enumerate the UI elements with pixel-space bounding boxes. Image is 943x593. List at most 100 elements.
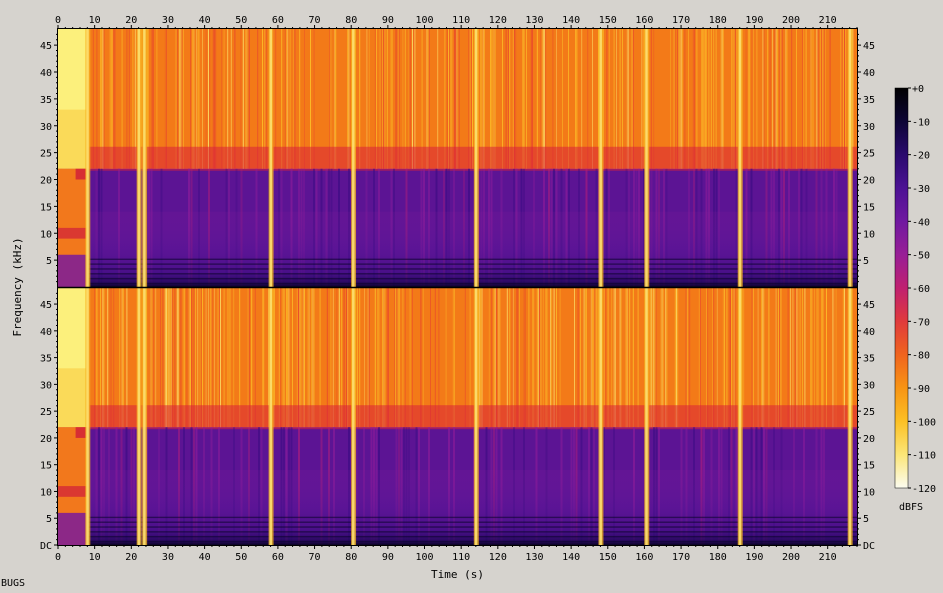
- upper-streak: [523, 29, 525, 169]
- cutoff-band: [58, 146, 857, 171]
- upper-streak: [247, 288, 249, 428]
- low-band-line: [58, 535, 857, 538]
- upper-streak: [532, 288, 533, 428]
- colorbar-tick-label: -120: [912, 484, 936, 495]
- upper-streak: [632, 288, 634, 428]
- upper-streak: [384, 288, 386, 428]
- upper-streak: [530, 29, 532, 169]
- upper-streak: [458, 29, 460, 169]
- y-tick-label-left: 40: [40, 327, 52, 338]
- upper-streak: [778, 288, 779, 428]
- upper-streak: [538, 288, 539, 428]
- upper-streak: [166, 288, 167, 428]
- y-tick-label-left: 35: [40, 354, 52, 365]
- upper-streak: [594, 288, 596, 428]
- upper-streak: [650, 29, 652, 169]
- upper-streak: [704, 29, 706, 169]
- upper-streak: [151, 288, 153, 428]
- x-tick-label-top: 160: [635, 15, 653, 26]
- x-tick-label-bottom: 80: [345, 552, 357, 563]
- upper-streak: [248, 288, 250, 428]
- y-tick-label-left: 35: [40, 95, 52, 106]
- upper-streak: [191, 288, 193, 428]
- upper-streak: [179, 29, 181, 169]
- y-tick-label-right: 35: [863, 95, 875, 106]
- upper-streak: [542, 288, 544, 428]
- gap-line: [86, 29, 89, 287]
- upper-streak: [278, 288, 280, 428]
- colorbar-tick-label: -80: [912, 351, 930, 362]
- upper-streak: [330, 288, 332, 428]
- upper-streak: [390, 29, 392, 169]
- x-tick-label-top: 150: [599, 15, 617, 26]
- low-band-line: [58, 531, 857, 533]
- upper-streak: [208, 288, 209, 428]
- upper-streak: [452, 288, 454, 428]
- upper-streak: [821, 29, 823, 169]
- colorbar-tick-label: -60: [912, 284, 930, 295]
- intro-bottom: [58, 512, 88, 545]
- upper-streak: [113, 29, 115, 169]
- upper-streak: [551, 288, 553, 428]
- upper-streak: [299, 29, 301, 169]
- upper-streak: [577, 288, 579, 428]
- upper-streak: [814, 288, 815, 428]
- upper-streak: [653, 29, 655, 169]
- upper-streak: [706, 29, 707, 169]
- upper-streak: [214, 29, 215, 169]
- upper-streak: [811, 288, 813, 428]
- x-tick-label-bottom: 20: [125, 552, 137, 563]
- upper-streak: [613, 29, 615, 169]
- y-tick-label-right: 5: [863, 514, 869, 525]
- upper-streak: [146, 29, 148, 169]
- upper-streak: [509, 29, 511, 169]
- upper-streak: [413, 29, 415, 169]
- upper-streak: [192, 29, 194, 169]
- upper-band: [58, 29, 857, 169]
- upper-streak: [688, 29, 689, 169]
- upper-streak: [775, 29, 777, 169]
- upper-streak: [377, 288, 379, 428]
- x-tick-label-bottom: 140: [562, 552, 580, 563]
- upper-streak: [716, 288, 718, 428]
- upper-streak: [445, 288, 447, 428]
- upper-streak: [512, 288, 514, 428]
- upper-streak: [164, 288, 166, 428]
- upper-streak: [498, 288, 500, 428]
- upper-streak: [772, 29, 773, 169]
- upper-streak: [202, 29, 203, 169]
- upper-streak: [287, 288, 289, 428]
- upper-streak: [395, 29, 397, 169]
- upper-streak: [160, 288, 161, 428]
- upper-streak: [464, 288, 466, 428]
- upper-streak: [304, 29, 305, 169]
- upper-streak: [391, 29, 393, 169]
- upper-streak: [347, 288, 349, 428]
- upper-streak: [209, 29, 211, 169]
- plot-frame: [57, 28, 858, 546]
- upper-streak: [743, 288, 745, 428]
- x-tick-label-top: 210: [819, 15, 837, 26]
- upper-streak: [666, 288, 668, 428]
- upper-streak: [386, 29, 388, 169]
- upper-streak: [545, 29, 547, 169]
- upper-streak: [780, 288, 782, 428]
- upper-streak: [583, 288, 585, 428]
- upper-streak: [234, 29, 236, 169]
- y-tick-label-right: 15: [863, 202, 875, 213]
- upper-streak: [797, 288, 799, 428]
- y-tick-label-right: 25: [863, 407, 875, 418]
- y-tick-label-right: 30: [863, 380, 875, 391]
- intro-line: [75, 168, 88, 180]
- x-tick-label-top: 10: [89, 15, 101, 26]
- upper-streak: [774, 29, 776, 169]
- upper-streak: [102, 288, 104, 428]
- upper-streak: [359, 288, 361, 428]
- upper-streak: [631, 29, 633, 169]
- y-tick-label-right: DC: [863, 541, 875, 552]
- upper-streak: [100, 29, 101, 169]
- upper-streak: [506, 288, 508, 428]
- gap-line: [143, 29, 146, 287]
- channel-2: [58, 288, 857, 546]
